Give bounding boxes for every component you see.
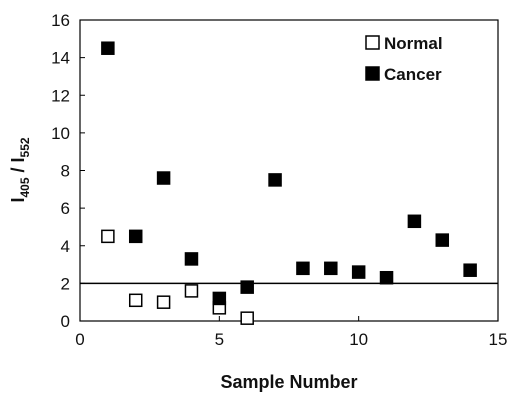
y-axis-label: I405 / I552 [8, 137, 32, 202]
cancer-point [268, 173, 282, 187]
legend-normal-marker [365, 35, 380, 50]
y-axis: 0 2 4 6 8 10 12 14 16 [51, 11, 85, 331]
cancer-point [184, 252, 199, 266]
normal-point [240, 311, 254, 325]
legend-cancer-label: Cancer [384, 65, 442, 84]
data-points [101, 41, 477, 325]
y-tick-label: 16 [51, 11, 70, 30]
cancer-point [296, 261, 310, 276]
cancer-point [212, 291, 227, 306]
cancer-point [324, 261, 338, 276]
x-tick-label: 10 [349, 330, 368, 349]
legend: Normal Cancer [365, 34, 443, 84]
y-axis-label-sep: / I [8, 157, 28, 177]
y-tick-label: 0 [61, 312, 70, 331]
cancer-point [407, 214, 422, 229]
normal-point [128, 293, 143, 308]
y-tick-label: 8 [61, 162, 70, 181]
x-tick-label: 5 [215, 330, 224, 349]
y-tick-label: 10 [51, 124, 70, 143]
cancer-point [379, 270, 394, 285]
cancer-point [351, 265, 366, 279]
normal-point [156, 295, 171, 309]
y-tick-label: 6 [61, 199, 70, 218]
cancer-point [156, 171, 171, 185]
y-tick-label: 2 [61, 274, 70, 293]
y-axis-label-sub2: 552 [18, 137, 32, 157]
cancer-point [128, 229, 143, 244]
y-tick-label: 12 [51, 86, 70, 105]
y-tick-label: 4 [61, 237, 70, 256]
legend-cancer-marker [365, 66, 380, 81]
x-tick-label: 0 [75, 330, 84, 349]
y-tick-label: 14 [51, 49, 70, 68]
cancer-point [463, 263, 477, 277]
cancer-point [240, 280, 254, 294]
y-axis-label-i1: I [8, 198, 28, 203]
normal-point [101, 229, 115, 244]
x-tick-label: 15 [489, 330, 508, 349]
x-axis-label: Sample Number [220, 372, 357, 392]
cancer-point [101, 41, 115, 55]
normal-point [184, 284, 199, 298]
legend-normal-label: Normal [384, 34, 443, 53]
x-axis: 0 5 10 15 [75, 316, 507, 349]
y-axis-label-sub1: 405 [18, 177, 32, 197]
cancer-point [435, 233, 450, 247]
